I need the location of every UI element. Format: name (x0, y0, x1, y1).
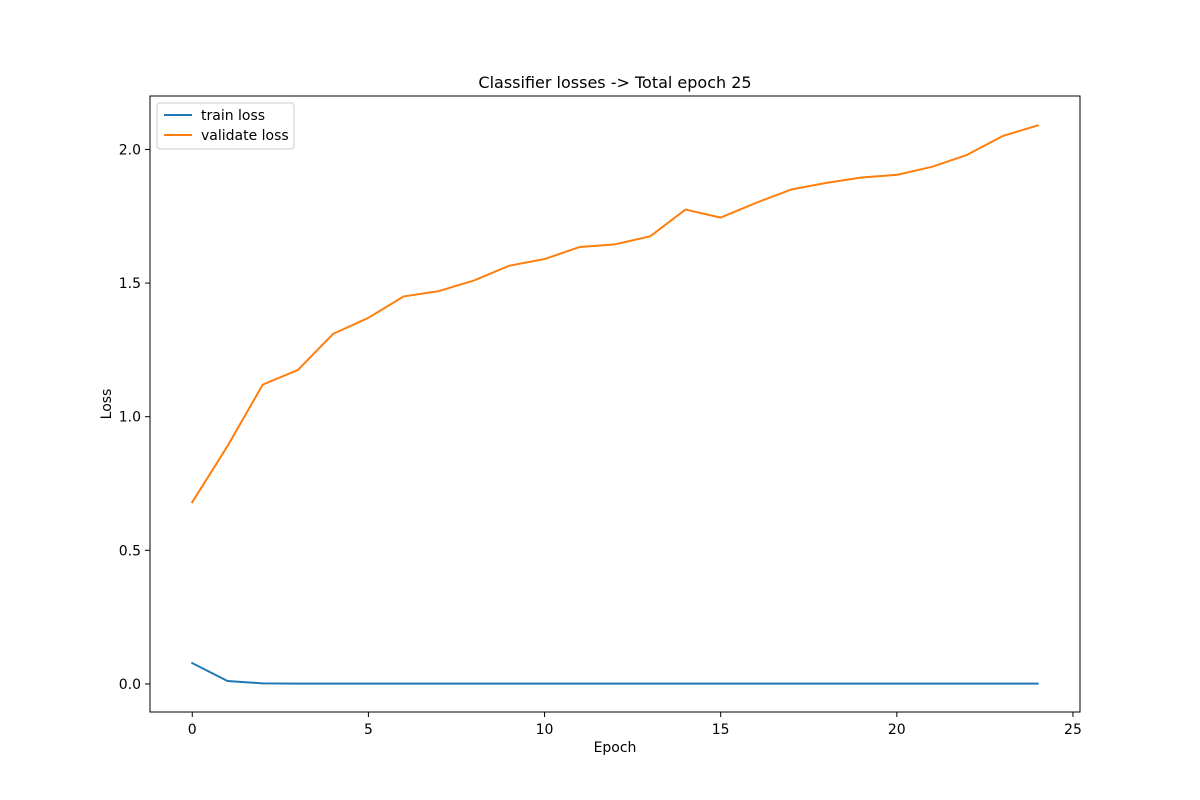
y-tick-label: 1.5 (119, 276, 141, 292)
chart-title: Classifier losses -> Total epoch 25 (478, 73, 751, 92)
y-axis-label: Loss (99, 389, 115, 420)
x-tick-label: 15 (712, 722, 730, 738)
x-tick-label: 20 (888, 722, 906, 738)
y-axis: 0.0 0.5 1.0 1.5 2.0 (119, 142, 150, 693)
plot-area (149, 95, 1081, 713)
y-tick-label: 1.0 (119, 410, 141, 426)
series-line-validate-loss (190, 124, 1039, 504)
y-tick-label: 2.0 (119, 142, 141, 158)
x-tick-label: 5 (364, 722, 373, 738)
x-axis: 0 5 10 15 20 25 (188, 712, 1082, 738)
y-tick-label: 0.0 (119, 677, 141, 693)
legend: train loss validate loss (156, 102, 295, 150)
series-group (190, 124, 1039, 685)
plot-frame (149, 95, 1081, 713)
x-axis-label: Epoch (594, 740, 637, 756)
x-tick-label: 25 (1064, 722, 1082, 738)
series-line-train-loss (190, 661, 1039, 685)
legend-entry-label: train loss (201, 108, 265, 124)
y-tick-label: 0.5 (119, 543, 141, 559)
x-tick-label: 10 (536, 722, 554, 738)
legend-entry-label: validate loss (201, 128, 289, 144)
x-tick-label: 0 (188, 722, 197, 738)
